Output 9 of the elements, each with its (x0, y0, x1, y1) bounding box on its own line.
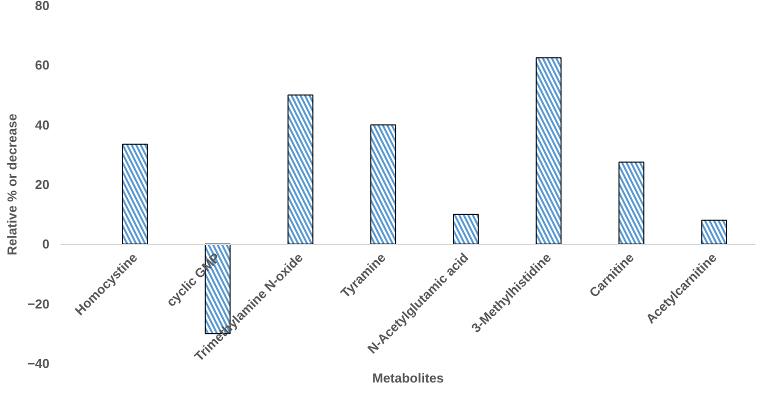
y-tick-label: 80 (35, 0, 50, 13)
y-tick-label: 0 (42, 236, 50, 252)
y-tick-label: 40 (35, 117, 50, 132)
x-axis-title: Metabolites (372, 370, 444, 386)
y-axis-title: Relative % or decrease (4, 114, 20, 256)
y-tick-label: −40 (27, 356, 50, 371)
y-tick-label: 60 (35, 58, 50, 73)
y-tick-label: 20 (35, 177, 50, 192)
y-tick-label: −20 (27, 296, 50, 312)
